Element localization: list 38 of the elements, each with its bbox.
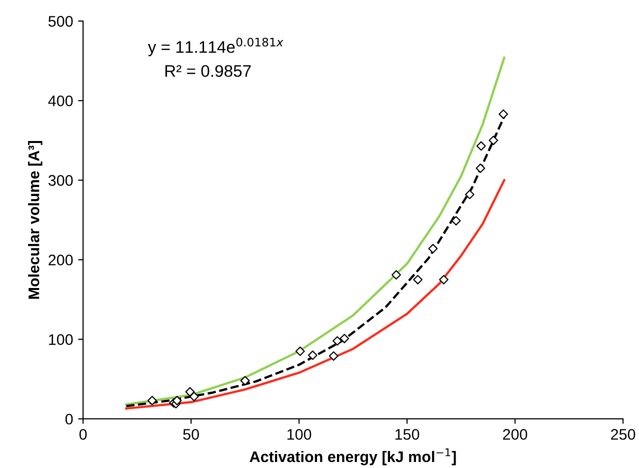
point [413,274,423,284]
y-axis-title: Molecular volume [A³] [28,141,42,299]
x-tick-label: 50 [183,428,199,440]
point [464,190,474,200]
point [392,270,401,280]
x-tick-label: 150 [395,428,420,440]
point [498,109,508,119]
point [189,392,199,402]
point [488,136,498,146]
y-tick-label: 500 [48,16,73,27]
annotation: y = 11.114e$^{0.0181x}$ [148,38,284,56]
x-tick-label: 100 [287,428,312,440]
x-axis-title: Activation energy [kJ mol$^{−1}$] [250,448,456,466]
y-tick-label: 400 [48,95,73,106]
point [428,244,438,254]
annotation: R² = 0.9857 [165,65,251,77]
point [439,274,448,284]
x-tick-label: 200 [503,428,528,440]
y-tick-label: 100 [49,334,73,345]
point [240,376,250,386]
x-tick-label: 0 [79,428,87,440]
y-tick-label: 0 [65,414,73,425]
y-tick-label: 300 [48,175,73,186]
line-series [125,179,506,410]
point [332,336,342,346]
point [308,350,318,360]
point [451,216,461,226]
y-tick-label: 200 [48,254,73,266]
point [147,396,157,406]
point [476,141,486,151]
point [476,164,486,173]
line-series [125,56,506,406]
point [172,396,182,406]
point [185,387,195,397]
point [295,346,305,356]
point [340,334,350,344]
point [328,351,338,361]
x-tick-label: 250 [611,428,636,440]
